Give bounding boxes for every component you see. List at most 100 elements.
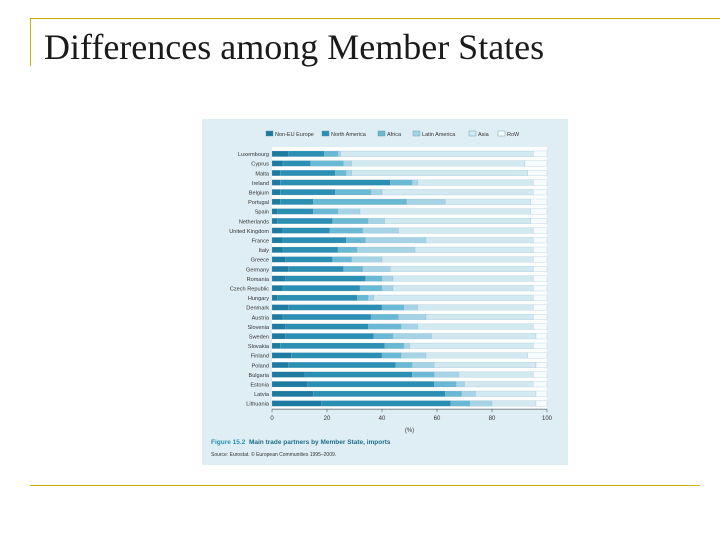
bar-segment: [535, 362, 548, 368]
bar-segment: [373, 333, 394, 340]
bar-segment: [337, 208, 361, 215]
bar-segment: [271, 208, 278, 215]
bar-segment: [533, 323, 548, 330]
bar-segment: [280, 342, 385, 349]
bar-segment: [359, 285, 383, 292]
x-tick-label: 60: [434, 416, 441, 422]
bar-segment: [271, 342, 281, 349]
bar-segment: [285, 275, 366, 282]
slide-title: Differences among Member States: [44, 27, 545, 67]
legend-label: Non-EU Europe: [275, 132, 314, 138]
bar-segment: [321, 400, 451, 407]
bar-segment: [307, 381, 435, 388]
bar-segment: [533, 314, 548, 320]
bar-segment: [329, 227, 363, 234]
bar-segment: [535, 400, 548, 407]
bar-segment: [271, 266, 289, 272]
legend-swatch: [468, 130, 477, 137]
category-label: Belgium: [249, 191, 270, 197]
slide-rule-bottom: [30, 485, 700, 486]
bar-segment: [271, 189, 281, 196]
category-label: Italy: [259, 248, 269, 254]
bar-segment: [530, 208, 548, 215]
slide-rule-top: [30, 18, 720, 19]
bar-segment: [533, 237, 548, 244]
bar-segment: [335, 170, 347, 176]
figure-source: Source: Eurostat. © European Communities…: [211, 452, 337, 458]
bar-segment: [357, 294, 369, 301]
bar-segment: [533, 342, 548, 349]
bar-segment: [384, 342, 405, 349]
bar-segment: [381, 275, 394, 282]
bar-segment: [291, 352, 383, 359]
bar-segment: [381, 189, 534, 196]
category-label: United Kingdom: [229, 229, 269, 235]
bar-segment: [412, 362, 435, 368]
bar-segment: [434, 362, 537, 368]
bar-segment: [343, 160, 352, 167]
bar-segment: [280, 189, 336, 196]
bar-segment: [456, 381, 465, 388]
bar-segment: [271, 314, 284, 320]
bar-segment: [332, 256, 352, 263]
bar-segment: [282, 246, 339, 253]
bar-segment: [390, 179, 413, 186]
bar-segment: [362, 227, 399, 234]
bar-segment: [370, 314, 399, 320]
category-label: Finland: [251, 354, 269, 360]
legend-label: Latin America: [422, 132, 456, 138]
x-tick-label: 40: [379, 416, 386, 422]
bar-segment: [277, 208, 314, 215]
bar-segment: [368, 323, 402, 330]
bar-segment: [533, 304, 548, 311]
legend-swatch: [265, 130, 274, 137]
bar-segment: [533, 285, 548, 292]
bar-segment: [434, 381, 457, 388]
bar-segment: [343, 266, 363, 272]
bar-segment: [357, 246, 416, 253]
bar-segment: [412, 371, 435, 378]
category-label: Portugal: [248, 200, 269, 206]
bar-segment: [395, 362, 413, 368]
category-label: Cyprus: [251, 162, 269, 168]
bar-segment: [313, 208, 339, 215]
bar-segment: [381, 304, 405, 311]
x-tick-label: 80: [489, 416, 496, 422]
bar-segment: [288, 150, 325, 157]
category-label: Czech Republic: [230, 287, 269, 293]
bar-segment: [271, 333, 286, 340]
bar-segment: [533, 189, 548, 196]
x-tick-label: 0: [270, 416, 274, 422]
bar-segment: [282, 285, 361, 292]
legend-swatch: [321, 130, 330, 137]
bar-segment: [271, 323, 286, 330]
bar-segment: [282, 227, 330, 234]
bar-segment: [271, 371, 306, 378]
bar-segment: [271, 246, 284, 253]
bar-segment: [271, 237, 284, 244]
bar-segment: [530, 198, 548, 205]
bar-segment: [533, 266, 548, 272]
bar-segment: [370, 189, 383, 196]
bar-segment: [425, 352, 528, 359]
legend-label: RoW: [507, 132, 520, 138]
bar-segment: [535, 390, 548, 397]
bar-segment: [434, 371, 460, 378]
bar-segment: [280, 179, 391, 186]
bar-segment: [271, 304, 289, 311]
bar-segment: [469, 400, 493, 407]
bar-segment: [288, 266, 344, 272]
bar-segment: [277, 294, 358, 301]
bar-segment: [271, 170, 281, 176]
figure-number: Figure 15.2: [211, 439, 246, 446]
bar-segment: [351, 170, 528, 176]
bar-segment: [282, 237, 347, 244]
bar-segment: [271, 160, 284, 167]
bar-segment: [288, 362, 396, 368]
bar-segment: [304, 371, 413, 378]
bar-segment: [458, 371, 534, 378]
category-label: Romania: [247, 277, 270, 283]
bar-segment: [277, 218, 333, 224]
x-tick-label: 100: [542, 416, 553, 422]
bar-segment: [392, 275, 534, 282]
